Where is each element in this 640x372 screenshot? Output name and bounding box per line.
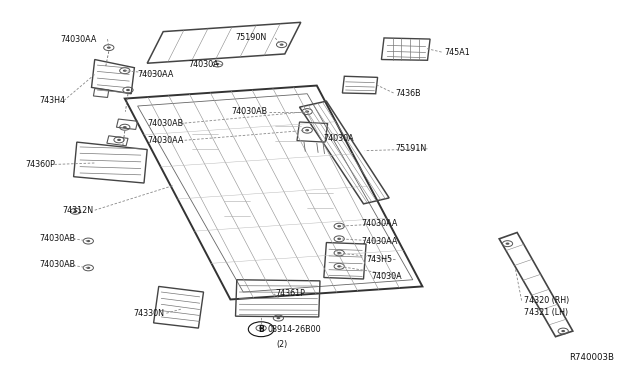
Circle shape [337, 225, 341, 227]
Text: B: B [259, 325, 264, 334]
Text: 74030AB: 74030AB [232, 107, 268, 116]
Text: R740003B: R740003B [570, 353, 614, 362]
Text: 7436B: 7436B [396, 89, 421, 97]
Text: 74030AA: 74030AA [362, 219, 398, 228]
Circle shape [280, 44, 284, 46]
Text: 74312N: 74312N [63, 206, 94, 215]
Circle shape [337, 238, 341, 240]
Text: 08914-26B00: 08914-26B00 [268, 325, 321, 334]
Circle shape [86, 240, 90, 242]
Text: 74030AB: 74030AB [40, 260, 76, 269]
Text: 74361P: 74361P [275, 289, 305, 298]
Circle shape [107, 46, 111, 49]
Circle shape [123, 126, 127, 128]
Circle shape [216, 63, 220, 65]
Text: 74030A: 74030A [323, 134, 354, 143]
Circle shape [276, 317, 280, 319]
Circle shape [123, 70, 127, 72]
Text: 74330N: 74330N [133, 309, 164, 318]
Text: 74030AA: 74030AA [138, 70, 174, 79]
Text: 75191N: 75191N [396, 144, 427, 153]
Circle shape [259, 327, 263, 329]
Text: 74030A: 74030A [189, 60, 220, 69]
Circle shape [86, 267, 90, 269]
Circle shape [126, 89, 130, 91]
Text: 74030AA: 74030AA [61, 35, 97, 44]
Text: 743H4: 743H4 [40, 96, 66, 105]
Circle shape [337, 252, 341, 254]
Text: 74320 (RH): 74320 (RH) [524, 296, 569, 305]
Circle shape [561, 330, 565, 332]
Circle shape [117, 139, 121, 141]
Text: 75190N: 75190N [236, 33, 267, 42]
Circle shape [506, 243, 509, 245]
Text: 74030AB: 74030AB [40, 234, 76, 243]
Text: 74030AA: 74030AA [362, 237, 398, 246]
Circle shape [74, 210, 77, 212]
Text: 745A1: 745A1 [445, 48, 470, 57]
Circle shape [305, 129, 309, 131]
Text: 74030AA: 74030AA [147, 136, 184, 145]
Text: 74030A: 74030A [371, 272, 402, 280]
Text: (2): (2) [276, 340, 288, 349]
Circle shape [337, 265, 341, 267]
Text: 743H5: 743H5 [366, 255, 392, 264]
Text: 74030AB: 74030AB [147, 119, 183, 128]
Circle shape [305, 110, 309, 113]
Text: 74321 (LH): 74321 (LH) [524, 308, 568, 317]
Text: 74360P: 74360P [26, 160, 56, 169]
